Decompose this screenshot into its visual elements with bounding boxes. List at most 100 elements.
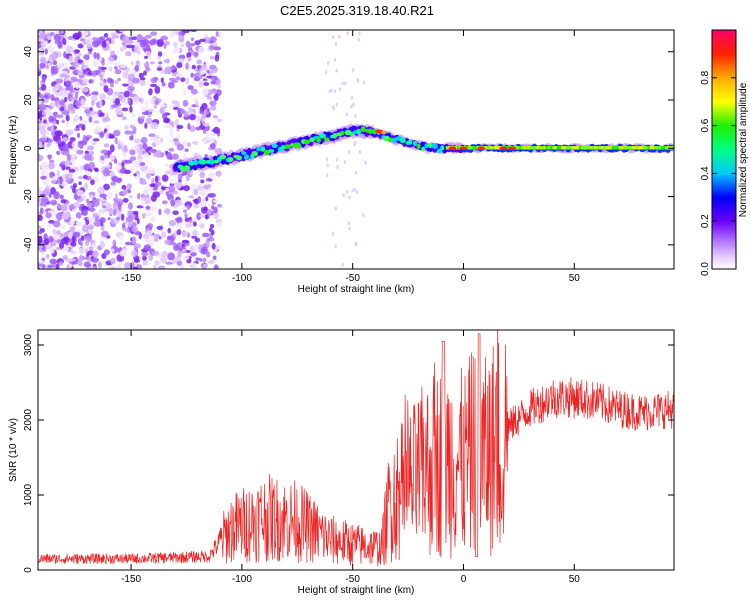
colorbar-tick-label: 0.6 xyxy=(700,118,711,132)
noise-speck xyxy=(100,154,105,161)
noise-speck xyxy=(148,167,156,175)
noise-speck xyxy=(62,38,67,46)
noise-speck xyxy=(172,242,177,247)
noise-speck xyxy=(99,240,105,249)
noise-speck xyxy=(153,104,157,109)
trace-core xyxy=(219,154,227,160)
noise-speck xyxy=(110,248,115,253)
noise-speck xyxy=(70,185,74,189)
noise-speck xyxy=(150,31,158,36)
noise-speck xyxy=(93,218,102,227)
trace-core xyxy=(324,137,330,141)
noise-speck xyxy=(154,175,159,183)
noise-speck xyxy=(144,169,149,175)
noise-speck xyxy=(41,75,46,83)
noise-speck xyxy=(73,202,81,208)
noise-speck xyxy=(82,78,88,84)
noise-speck xyxy=(154,260,160,265)
noise-speck xyxy=(152,191,161,198)
noise-speck xyxy=(122,83,129,87)
noise-speck xyxy=(116,177,122,184)
noise-speck xyxy=(181,109,185,114)
noise-speck xyxy=(114,66,118,70)
noise-speck xyxy=(199,74,203,79)
spectrogram-x-axis: -150 -100 -50 0 50 xyxy=(121,30,580,284)
snr-ylabel: SNR (10 * v/v) xyxy=(8,418,19,482)
noise-speck xyxy=(206,251,211,258)
noise-speck xyxy=(52,111,59,116)
noise-speck xyxy=(118,30,127,33)
noise-speck xyxy=(47,62,52,68)
trace-tone xyxy=(565,146,569,150)
noise-speck xyxy=(43,88,51,93)
noise-speck xyxy=(146,223,154,229)
noise-speck xyxy=(52,60,58,66)
noise-speck xyxy=(99,93,106,101)
noise-speck xyxy=(72,32,81,40)
noise-speck xyxy=(78,247,87,254)
y-tick-label: 40 xyxy=(23,46,34,58)
trace-core xyxy=(268,148,275,153)
trace-tone xyxy=(494,146,498,150)
noise-speck xyxy=(83,106,90,110)
noise-speck xyxy=(85,219,90,226)
noise-speck xyxy=(211,204,215,210)
trace-tone xyxy=(574,146,578,150)
noise-speck xyxy=(200,179,205,184)
noise-speck xyxy=(140,115,145,120)
noise-speck xyxy=(48,220,55,224)
noise-speck xyxy=(199,258,203,262)
noise-speck xyxy=(117,112,124,116)
noise-speck xyxy=(202,232,210,238)
noise-speck xyxy=(59,176,63,185)
trace-core xyxy=(227,156,234,163)
noise-speck xyxy=(208,45,215,51)
noise-speck xyxy=(145,205,151,210)
noise-speck xyxy=(106,164,112,169)
noise-speck xyxy=(50,68,59,75)
noise-speck xyxy=(209,100,217,106)
noise-speck xyxy=(72,231,81,238)
trace-core xyxy=(416,143,421,149)
noise-speck xyxy=(193,72,200,78)
spectrogram-heatmap xyxy=(38,30,674,269)
noise-speck xyxy=(130,61,134,66)
noise-speck xyxy=(56,114,64,119)
noise-streak xyxy=(355,189,359,194)
noise-speck xyxy=(60,237,69,245)
noise-speck xyxy=(88,162,96,170)
noise-speck xyxy=(77,69,83,76)
trace-tone xyxy=(631,146,636,150)
noise-speck xyxy=(191,235,198,239)
noise-speck xyxy=(91,141,97,146)
noise-speck xyxy=(38,97,43,105)
trace-peak xyxy=(499,146,508,151)
noise-speck xyxy=(167,227,171,234)
noise-speck xyxy=(141,199,145,207)
trace-tone xyxy=(589,146,593,150)
trace-tone xyxy=(636,146,640,150)
trace-core xyxy=(199,159,207,165)
noise-speck xyxy=(125,44,134,49)
noise-speck xyxy=(38,140,42,148)
noise-speck xyxy=(150,234,155,242)
noise-speck xyxy=(124,241,133,246)
noise-speck xyxy=(178,222,182,229)
noise-speck xyxy=(206,208,212,215)
noise-speck xyxy=(157,51,163,57)
noise-speck xyxy=(174,199,183,207)
noise-speck xyxy=(165,187,169,192)
trace-core xyxy=(209,158,215,165)
trace-tone xyxy=(640,146,644,150)
noise-speck xyxy=(203,36,211,44)
noise-streak xyxy=(362,80,366,85)
trace-tone xyxy=(567,146,571,150)
noise-speck xyxy=(159,104,167,108)
trace-tone xyxy=(662,146,667,150)
trace-tone xyxy=(587,146,591,150)
noise-speck xyxy=(138,72,144,79)
noise-speck xyxy=(193,51,199,58)
noise-speck xyxy=(85,170,92,176)
noise-speck xyxy=(86,145,95,151)
noise-speck xyxy=(110,32,118,37)
